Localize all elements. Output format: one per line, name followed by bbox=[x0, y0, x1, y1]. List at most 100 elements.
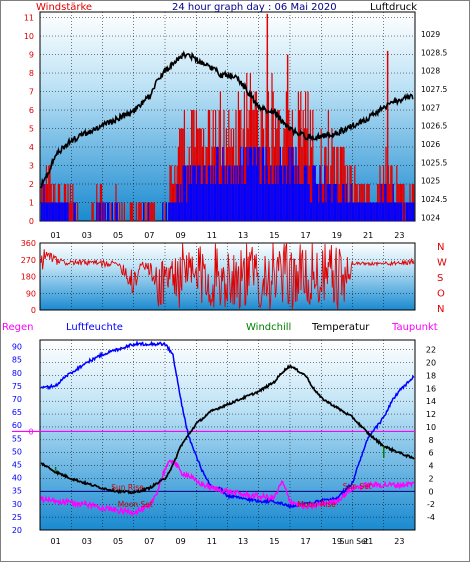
pressure-axis-label: Luftdruck bbox=[370, 2, 417, 13]
wind-gust-bar bbox=[49, 165, 51, 221]
wind-average-bar bbox=[174, 202, 176, 221]
temperature-x-tick: 13 bbox=[238, 537, 248, 546]
wind-gust-bar bbox=[379, 165, 381, 221]
wind-gust-bar bbox=[103, 202, 105, 221]
temperature-x-tick: 09 bbox=[176, 537, 186, 546]
wind-average-bar bbox=[319, 165, 321, 221]
wind-average-bar bbox=[243, 184, 245, 221]
wind-average-bar bbox=[241, 184, 243, 221]
pressure-y-tick: 1027.5 bbox=[421, 85, 447, 94]
wind-gust-bar bbox=[383, 165, 385, 221]
wind-average-bar bbox=[372, 202, 374, 221]
wind-average-bar bbox=[62, 202, 64, 221]
wind-average-bar bbox=[300, 184, 302, 221]
wind-average-bar bbox=[288, 147, 290, 221]
wind-average-bar bbox=[233, 184, 235, 221]
wind-average-bar bbox=[390, 202, 392, 221]
wind-gust-bar bbox=[215, 110, 217, 221]
wind-average-bar bbox=[170, 202, 172, 221]
wind-gust-bar bbox=[152, 202, 154, 221]
humidity-y-tick: 75 bbox=[12, 382, 22, 391]
wind-gust-bar bbox=[387, 165, 389, 221]
humidity-y-tick: 70 bbox=[12, 395, 22, 404]
wind-average-bar bbox=[246, 147, 248, 221]
wind-gust-bar bbox=[153, 202, 155, 221]
wind-average-bar bbox=[309, 202, 311, 221]
wind-average-bar bbox=[104, 202, 106, 221]
wind-gust-bar bbox=[275, 110, 277, 221]
wind-average-bar bbox=[307, 184, 309, 221]
wind-average-bar bbox=[48, 202, 50, 221]
wind-average-bar bbox=[237, 184, 239, 221]
wind-average-bar bbox=[297, 165, 299, 221]
wind-gust-bar bbox=[402, 184, 404, 221]
temperature-y-tick: 16 bbox=[426, 384, 436, 393]
wind-average-bar bbox=[335, 184, 337, 221]
wind-x-tick: 07 bbox=[144, 231, 154, 240]
humidity-y-tick: 30 bbox=[12, 500, 22, 509]
wind-average-bar bbox=[389, 202, 391, 221]
wind-average-bar bbox=[247, 165, 249, 221]
wind-average-bar bbox=[338, 202, 340, 221]
wind-gust-bar bbox=[266, 13, 269, 221]
wind-y-tick: 3 bbox=[29, 162, 34, 171]
wind-average-bar bbox=[295, 147, 297, 221]
wind-gust-bar bbox=[286, 54, 289, 221]
wind-average-bar bbox=[187, 165, 189, 221]
wind-gust-bar bbox=[302, 110, 304, 221]
wind-gust-bar bbox=[396, 165, 398, 221]
wind-average-bar bbox=[350, 184, 352, 221]
wind-average-bar bbox=[207, 165, 209, 221]
dewpoint-label: Taupunkt bbox=[391, 322, 438, 333]
wind-average-series bbox=[41, 147, 415, 221]
wind-average-bar bbox=[396, 202, 398, 221]
wind-average-bar bbox=[42, 202, 44, 221]
wind-average-bar bbox=[217, 147, 219, 221]
wind-average-bar bbox=[401, 202, 403, 221]
humidity-y-tick: 65 bbox=[12, 408, 22, 417]
wind-average-bar bbox=[378, 202, 380, 221]
wind-average-bar bbox=[61, 202, 63, 221]
temperature-y-tick: 6 bbox=[428, 449, 433, 458]
wind-x-tick: 17 bbox=[301, 231, 311, 240]
wind-average-bar bbox=[191, 184, 193, 221]
wind-x-tick: 21 bbox=[363, 231, 373, 240]
wind-average-bar bbox=[282, 184, 284, 221]
temperature-y-tick: 22 bbox=[426, 346, 436, 355]
temperature-x-tick: 03 bbox=[82, 537, 92, 546]
humidity-y-tick: 60 bbox=[12, 421, 22, 430]
direction-y-tick: 270 bbox=[21, 256, 36, 265]
wind-average-bar bbox=[317, 184, 319, 221]
wind-gust-bar bbox=[191, 110, 193, 221]
wind-gust-bar bbox=[235, 110, 237, 221]
wind-gust-bar bbox=[71, 202, 73, 221]
wind-average-bar bbox=[239, 165, 241, 221]
wind-average-bar bbox=[294, 184, 296, 221]
wind-average-bar bbox=[284, 165, 286, 221]
wind-average-bar bbox=[108, 202, 110, 221]
wind-axis-label: Windstärke bbox=[36, 2, 92, 13]
wind-gust-bar bbox=[146, 202, 148, 221]
humidity-y-tick: 50 bbox=[12, 447, 22, 456]
wind-gust-bar bbox=[349, 165, 351, 221]
wind-average-bar bbox=[222, 147, 224, 221]
wind-average-bar bbox=[385, 184, 387, 221]
wind-average-bar bbox=[245, 184, 247, 221]
wind-average-bar bbox=[409, 202, 411, 221]
temperature-y-tick: 18 bbox=[426, 371, 436, 380]
wind-average-bar bbox=[53, 202, 55, 221]
wind-average-bar bbox=[223, 165, 225, 221]
wind-average-bar bbox=[209, 165, 211, 221]
wind-average-bar bbox=[405, 202, 407, 221]
direction-y-tick: 360 bbox=[21, 239, 36, 248]
wind-average-bar bbox=[248, 147, 250, 221]
wind-average-bar bbox=[242, 147, 244, 221]
wind-average-bar bbox=[408, 202, 410, 221]
wind-average-bar bbox=[107, 202, 109, 221]
wind-y-tick: 8 bbox=[29, 69, 34, 78]
temperature-y-tick: 12 bbox=[426, 410, 436, 419]
wind-average-bar bbox=[403, 202, 405, 221]
wind-gust-bar bbox=[272, 91, 274, 221]
wind-gust-bar bbox=[285, 91, 287, 221]
wind-average-bar bbox=[356, 202, 358, 221]
